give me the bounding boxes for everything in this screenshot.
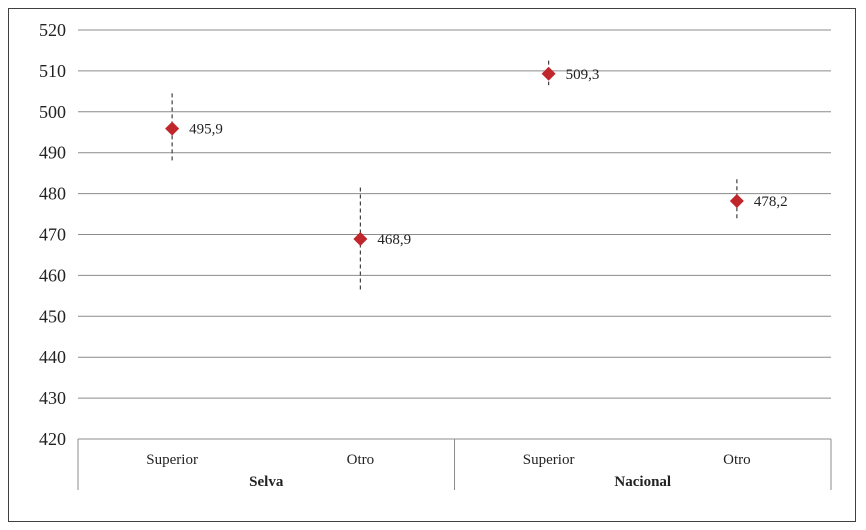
x-category-label: Otro: [347, 452, 375, 468]
x-group-label: Nacional: [614, 474, 671, 490]
data-point-marker: [165, 121, 180, 136]
y-tick-label: 430: [39, 388, 66, 408]
y-tick-label: 470: [39, 225, 66, 245]
data-label: 468,9: [377, 232, 411, 248]
y-tick-label: 480: [39, 184, 66, 204]
y-tick-label: 450: [39, 306, 66, 326]
y-tick-label: 520: [39, 20, 66, 40]
y-tick-label: 490: [39, 143, 66, 163]
x-group-label: Selva: [249, 474, 284, 490]
x-category-label: Superior: [523, 452, 575, 468]
y-tick-label: 510: [39, 61, 66, 81]
data-point-marker: [541, 66, 556, 81]
data-label: 495,9: [189, 122, 223, 138]
y-tick-label: 500: [39, 102, 66, 122]
x-category-label: Otro: [723, 452, 751, 468]
y-tick-label: 420: [39, 429, 66, 449]
x-category-label: Superior: [146, 452, 198, 468]
chart-frame: [8, 8, 856, 522]
data-label: 478,2: [754, 194, 788, 210]
data-point-marker: [729, 193, 744, 208]
y-tick-label: 460: [39, 265, 66, 285]
data-label: 509,3: [566, 67, 600, 83]
data-point-marker: [353, 231, 368, 246]
y-tick-label: 440: [39, 347, 66, 367]
